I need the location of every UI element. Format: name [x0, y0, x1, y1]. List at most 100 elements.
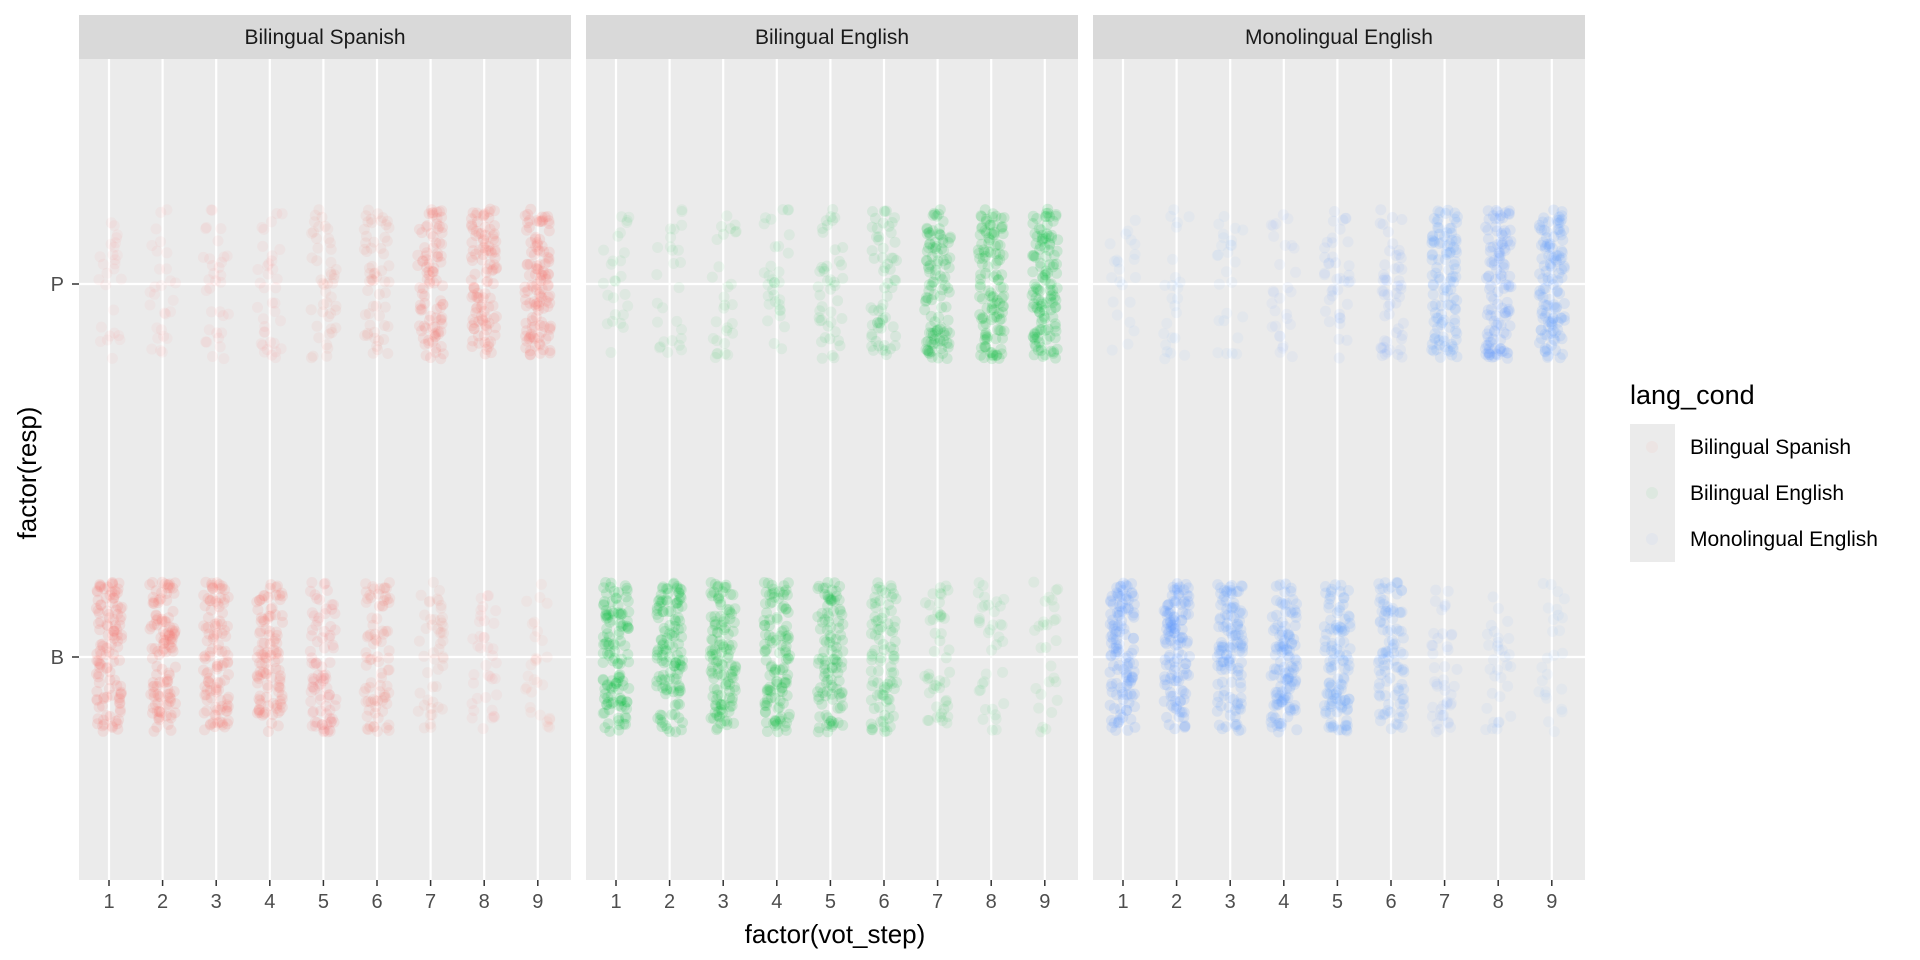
data-point	[1556, 683, 1568, 695]
data-point	[520, 683, 532, 695]
data-point	[203, 628, 215, 640]
data-point	[325, 267, 337, 278]
data-point	[379, 301, 391, 313]
data-point	[490, 605, 502, 617]
data-point	[940, 258, 951, 270]
data-point	[306, 607, 318, 619]
data-point	[837, 634, 848, 646]
data-point	[1159, 674, 1171, 686]
data-point	[990, 333, 1002, 345]
data-point	[323, 724, 335, 736]
data-point	[922, 345, 934, 357]
data-point	[412, 705, 424, 717]
data-point	[470, 303, 482, 315]
data-point	[780, 630, 792, 642]
data-point	[432, 701, 444, 713]
data-point	[923, 347, 935, 359]
data-point	[366, 274, 378, 286]
x-tick-label: 6	[878, 891, 889, 913]
data-point	[1374, 708, 1386, 720]
data-point	[201, 705, 213, 717]
data-point	[207, 351, 218, 362]
data-point	[316, 719, 328, 730]
data-point	[478, 242, 490, 254]
data-point	[725, 278, 737, 290]
data-point	[383, 577, 395, 589]
data-point	[259, 346, 270, 358]
data-point	[223, 691, 235, 703]
data-point	[619, 640, 631, 652]
data-point	[1489, 326, 1501, 338]
data-point	[311, 636, 323, 648]
x-tick-label: 8	[1493, 891, 1504, 913]
data-point	[524, 348, 536, 360]
data-point	[114, 706, 126, 718]
data-point	[100, 592, 112, 604]
data-point	[381, 235, 393, 247]
data-point	[315, 705, 327, 717]
point-cluster	[520, 578, 556, 733]
legend-label: Bilingual Spanish	[1690, 436, 1851, 459]
data-point	[476, 314, 488, 326]
data-point	[317, 675, 329, 687]
data-point	[1104, 238, 1116, 250]
data-point	[255, 669, 267, 681]
data-point	[383, 276, 395, 288]
data-point	[874, 317, 886, 329]
data-point	[318, 279, 330, 291]
data-point	[277, 616, 288, 628]
data-point	[540, 273, 552, 285]
data-point	[722, 652, 734, 664]
data-point	[468, 669, 480, 681]
data-point	[153, 649, 165, 661]
data-point	[317, 306, 329, 318]
data-point	[523, 333, 535, 345]
data-point	[428, 614, 440, 626]
data-point	[923, 346, 935, 357]
data-point	[321, 708, 333, 720]
data-point	[205, 604, 217, 616]
legend-item: Bilingual Spanish	[1630, 424, 1851, 470]
data-point	[660, 643, 671, 655]
data-point	[536, 635, 548, 646]
data-point	[305, 585, 316, 597]
data-point	[927, 327, 939, 339]
data-point	[254, 627, 266, 639]
data-point	[1502, 680, 1514, 692]
data-point	[384, 592, 396, 604]
data-point	[330, 300, 342, 312]
data-point	[422, 219, 434, 231]
data-point	[211, 704, 223, 716]
data-point	[309, 589, 321, 601]
data-point	[544, 721, 555, 733]
data-point	[672, 244, 684, 256]
data-point	[939, 676, 951, 688]
legend-key-point	[1646, 487, 1658, 499]
data-point	[210, 620, 221, 632]
data-point	[538, 246, 550, 258]
data-point	[164, 695, 176, 707]
data-point	[471, 291, 483, 303]
data-point	[107, 578, 119, 590]
data-point	[328, 642, 339, 654]
data-point	[665, 223, 676, 235]
data-point	[374, 686, 386, 698]
data-point	[768, 277, 780, 289]
data-point	[167, 294, 179, 306]
data-point	[976, 211, 988, 223]
data-point	[488, 617, 500, 629]
data-point	[271, 646, 283, 658]
data-point	[615, 270, 627, 282]
data-point	[520, 330, 532, 342]
data-point	[271, 208, 283, 220]
data-point	[930, 326, 942, 338]
x-tick-label: 2	[1171, 891, 1182, 913]
data-point	[380, 691, 391, 703]
data-point	[327, 277, 339, 289]
data-point	[478, 235, 489, 247]
data-point	[215, 694, 227, 706]
data-point	[1387, 613, 1399, 624]
data-point	[209, 721, 221, 733]
data-point	[529, 332, 541, 344]
data-point	[473, 292, 485, 304]
